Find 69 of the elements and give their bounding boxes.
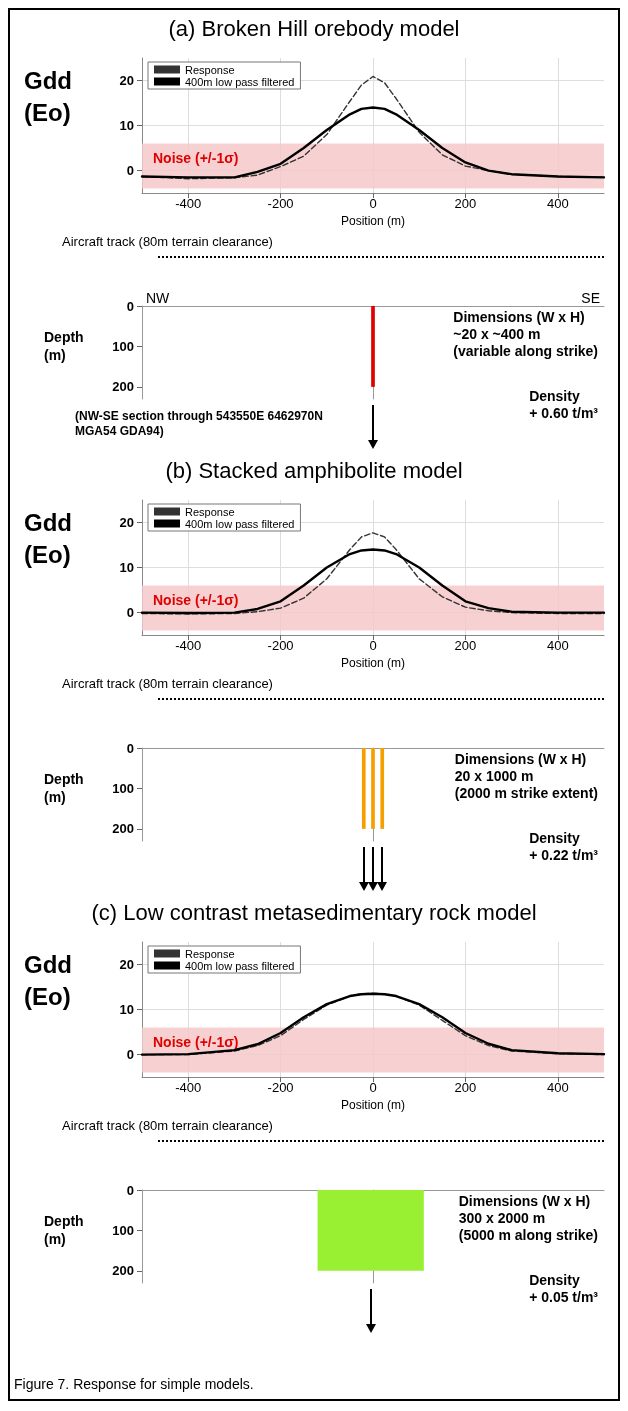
x-tick-label: -400 (175, 196, 202, 212)
y-axis-title: Depth (m) (44, 1213, 84, 1247)
legend-label: Response (185, 63, 235, 76)
x-axis-title: Position (m) (340, 1098, 406, 1112)
x-tick-label: -200 (267, 1080, 294, 1096)
y-tick-label: 0 (126, 1182, 134, 1198)
text: (NW-SE section through 543550E 6462970N MGA54 GDA94) (75, 408, 323, 438)
band-label: Noise (+/-1σ) (153, 1034, 239, 1051)
annotation: Density + 0.60 t/m³ (529, 387, 599, 421)
band-label: Noise (+/-1σ) (153, 150, 239, 167)
x-tick-label: 200 (454, 1080, 477, 1096)
y-tick-label: 10 (119, 1002, 134, 1018)
y-tick-label: 10 (119, 118, 134, 134)
x-tick-label: -200 (267, 638, 294, 654)
line-series (140, 106, 606, 179)
line-series (140, 548, 606, 615)
y-tick-label: 20 (119, 515, 134, 531)
y-tick-label: 10 (119, 560, 134, 576)
y-axis-title: Depth (m) (44, 329, 84, 363)
y-tick-label: 20 (119, 73, 134, 89)
legend-label: 400m low pass filtered (185, 75, 295, 88)
text: SE (581, 290, 600, 306)
text: Aircraft track (80m terrain clearance) (62, 234, 273, 249)
y-axis-title: Gdd (Eo) (24, 950, 72, 1010)
text: Aircraft track (80m terrain clearance) (62, 1118, 273, 1133)
x-tick-label: 200 (454, 638, 477, 654)
annotation: Density + 0.05 t/m³ (529, 1271, 599, 1305)
x-axis-title: Position (m) (340, 214, 406, 228)
text: Figure 7. Response for simple models. (14, 1376, 255, 1392)
y-tick-label: 20 (119, 957, 134, 973)
annotation: Dimensions (W x H) 300 x 2000 m (5000 m along strike) (458, 1192, 599, 1243)
y-tick-label: 0 (126, 605, 134, 621)
chart-title: (c) Low contrast metasedimentary rock model (91, 899, 537, 925)
x-tick-label: 400 (546, 196, 569, 212)
y-axis-title: Gdd (Eo) (24, 66, 72, 126)
y-tick-label: 200 (112, 821, 134, 837)
y-tick-label: 0 (126, 740, 134, 756)
y-tick-label: 200 (112, 379, 134, 395)
y-tick-label: 100 (112, 780, 134, 796)
x-axis-title: Position (m) (340, 656, 406, 670)
y-tick-label: 100 (112, 338, 134, 354)
chart-title: (a) Broken Hill orebody model (168, 15, 460, 41)
x-tick-label: 400 (546, 638, 569, 654)
y-tick-label: 0 (126, 1047, 134, 1063)
text: NW (146, 290, 171, 306)
x-tick-label: 0 (369, 1080, 377, 1096)
y-axis-title: Depth (m) (44, 771, 84, 805)
y-tick-label: 200 (112, 1263, 134, 1279)
chart-title: (b) Stacked amphibolite model (165, 457, 463, 483)
legend-label: Response (185, 947, 235, 960)
x-tick-label: 0 (369, 638, 377, 654)
band-label: Noise (+/-1σ) (153, 592, 239, 609)
x-tick-label: -400 (175, 1080, 202, 1096)
y-tick-label: 100 (112, 1222, 134, 1238)
legend-label: Response (185, 505, 235, 518)
x-tick-label: -400 (175, 638, 202, 654)
x-tick-label: 400 (546, 1080, 569, 1096)
annotation: Dimensions (W x H) ~20 x ~400 m (variable along strike) (453, 308, 598, 359)
legend-label: 400m low pass filtered (185, 517, 295, 530)
y-axis-title: Gdd (Eo) (24, 508, 72, 568)
y-tick-label: 0 (126, 163, 134, 179)
x-tick-label: 0 (369, 196, 377, 212)
y-tick-label: 0 (126, 298, 134, 314)
legend-label: 400m low pass filtered (185, 959, 295, 972)
annotation: Dimensions (W x H) 20 x 1000 m (2000 m strike extent) (454, 750, 599, 801)
x-tick-label: 200 (454, 196, 477, 212)
x-tick-label: -200 (267, 196, 294, 212)
text: Aircraft track (80m terrain clearance) (62, 676, 273, 691)
annotation: Density + 0.22 t/m³ (529, 829, 599, 863)
